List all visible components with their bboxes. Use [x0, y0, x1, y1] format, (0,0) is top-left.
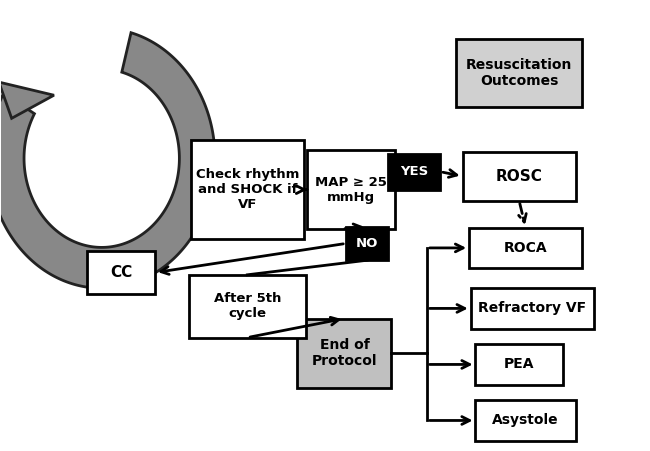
FancyBboxPatch shape: [469, 228, 582, 268]
Polygon shape: [0, 82, 54, 118]
Text: YES: YES: [400, 165, 428, 178]
FancyBboxPatch shape: [456, 40, 582, 107]
Text: ROCA: ROCA: [504, 241, 547, 255]
Text: Resuscitation
Outcomes: Resuscitation Outcomes: [466, 58, 573, 88]
Text: Refractory VF: Refractory VF: [478, 301, 586, 315]
FancyBboxPatch shape: [476, 400, 576, 441]
Text: End of
Protocol: End of Protocol: [311, 338, 377, 368]
FancyBboxPatch shape: [476, 344, 563, 385]
Text: ROSC: ROSC: [496, 169, 543, 184]
FancyBboxPatch shape: [190, 140, 304, 239]
FancyBboxPatch shape: [346, 226, 388, 260]
FancyBboxPatch shape: [471, 288, 593, 329]
FancyBboxPatch shape: [189, 275, 306, 337]
FancyBboxPatch shape: [463, 152, 576, 201]
FancyBboxPatch shape: [298, 318, 391, 388]
Text: PEA: PEA: [504, 358, 534, 372]
Polygon shape: [0, 33, 215, 288]
FancyBboxPatch shape: [307, 151, 395, 229]
Text: MAP ≥ 25
mmHg: MAP ≥ 25 mmHg: [315, 175, 387, 204]
FancyBboxPatch shape: [87, 251, 155, 294]
Text: CC: CC: [110, 265, 132, 280]
Text: Check rhythm
and SHOCK if
VF: Check rhythm and SHOCK if VF: [196, 168, 299, 211]
Text: Asystole: Asystole: [492, 414, 559, 428]
Text: NO: NO: [356, 237, 378, 250]
Text: After 5th
cycle: After 5th cycle: [214, 292, 281, 320]
FancyBboxPatch shape: [389, 154, 440, 189]
